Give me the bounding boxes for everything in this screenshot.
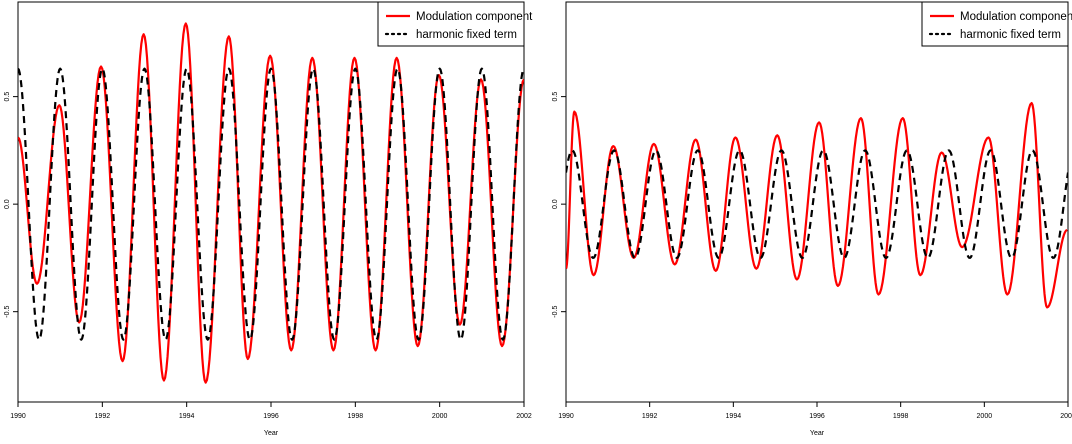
x-tick-label: 1992 — [642, 413, 658, 420]
x-axis-label: Year — [264, 430, 279, 437]
x-tick-label: 1992 — [95, 413, 111, 420]
y-tick-label: -0.5 — [4, 306, 11, 318]
legend-label: harmonic fixed term — [960, 29, 1061, 41]
x-tick-label: 2000 — [977, 413, 993, 420]
chart-panel-left: 1990 1992 1994 1996 1998 2000 2002 -0.5 0.0 0.5 Ye… — [4, 1, 533, 437]
x-tick-label: 1998 — [893, 413, 909, 420]
series-line-harmonic — [566, 149, 1068, 259]
legend: Modulation component harmonic fixed term — [921, 1, 1072, 47]
x-tick-label: 1998 — [348, 413, 364, 420]
x-tick-label: 2000 — [432, 413, 448, 420]
y-tick-label: 0.5 — [4, 92, 11, 102]
x-tick-label: 1996 — [809, 413, 825, 420]
series-line-harmonic — [18, 67, 524, 341]
legend: Modulation component harmonic fixed term — [377, 1, 533, 47]
x-tick-label: 1994 — [726, 413, 742, 420]
x-tick-label: 1994 — [179, 413, 195, 420]
legend-label: Modulation component — [960, 11, 1072, 23]
x-tick-label: 1990 — [10, 413, 26, 420]
y-tick-label: -0.5 — [552, 306, 559, 318]
legend-label: Modulation component — [416, 11, 533, 23]
x-axis-label: Year — [810, 430, 825, 437]
series-group — [18, 22, 524, 384]
x-tick-label: 2002 — [1060, 413, 1072, 420]
x-tick-label: 2002 — [516, 413, 532, 420]
y-tick-label: 0.0 — [552, 199, 559, 209]
plot-frame — [565, 1, 1069, 403]
y-tick-label: 0.5 — [552, 92, 559, 102]
series-line-modulation — [566, 101, 1068, 309]
series-group — [566, 101, 1068, 309]
x-tick-label: 1996 — [263, 413, 279, 420]
legend-box — [921, 1, 1069, 47]
chart-panel-right: 1990 1992 1994 1996 1998 2000 2002 -0.5 0.0 0.5 Ye… — [552, 1, 1072, 437]
x-tick-label: 1990 — [558, 413, 574, 420]
legend-label: harmonic fixed term — [416, 29, 517, 41]
y-tick-label: 0.0 — [4, 199, 11, 209]
series-line-modulation — [18, 22, 524, 384]
legend-box — [377, 1, 525, 47]
